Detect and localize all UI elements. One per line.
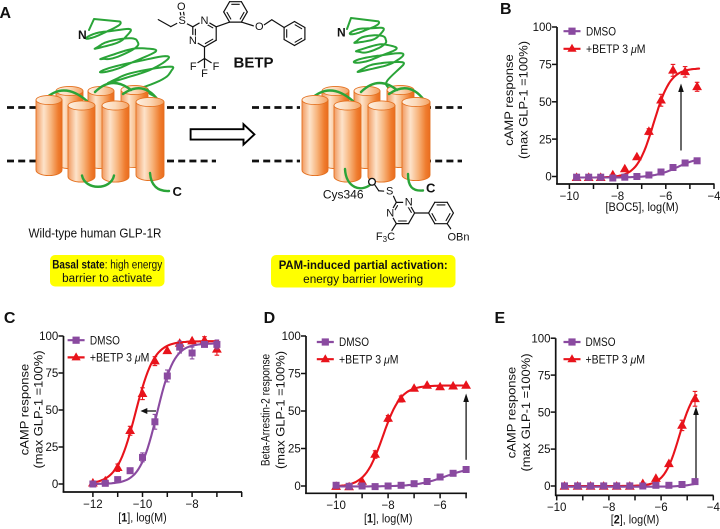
svg-text:O: O — [177, 1, 186, 13]
svg-text:N: N — [78, 28, 87, 42]
svg-text:Cys346: Cys346 — [323, 188, 364, 202]
svg-text:BETP: BETP — [234, 56, 274, 72]
svg-text:+BETP 3 μM: +BETP 3 μM — [586, 354, 646, 366]
svg-text:100: 100 — [531, 333, 550, 345]
svg-text:D: D — [264, 310, 276, 327]
svg-text:(max GLP-1 =100%): (max GLP-1 =100%) — [519, 354, 533, 472]
svg-text:75: 75 — [538, 370, 551, 382]
svg-text:PAM-induced partial activation: PAM-induced partial activation: — [279, 260, 448, 272]
svg-text:F3C: F3C — [376, 231, 395, 244]
svg-text:100: 100 — [533, 22, 552, 34]
svg-text:S: S — [179, 15, 186, 27]
svg-text:C: C — [173, 184, 183, 199]
svg-text:Beta-Arrestin-2 response: Beta-Arrestin-2 response — [259, 354, 273, 466]
svg-text:cAMP response: cAMP response — [505, 367, 519, 459]
svg-text:N: N — [386, 207, 394, 219]
svg-text:N: N — [189, 35, 197, 47]
svg-text:−6: −6 — [655, 502, 668, 514]
svg-text:−10: −10 — [560, 191, 580, 203]
svg-text:0: 0 — [294, 481, 300, 493]
svg-text:[2], log(M): [2], log(M) — [611, 513, 660, 527]
svg-text:F: F — [213, 61, 220, 73]
svg-text:E: E — [495, 310, 506, 327]
svg-text:−10: −10 — [547, 502, 567, 514]
svg-text:Basal state: high energy: Basal state: high energy — [52, 259, 162, 271]
svg-text:100: 100 — [282, 331, 301, 343]
svg-text:0: 0 — [52, 479, 58, 491]
svg-text:+BETP 3 μM: +BETP 3 μM — [339, 354, 399, 366]
svg-text:25: 25 — [538, 444, 551, 456]
svg-text:75: 75 — [46, 368, 59, 380]
svg-text:DMSO: DMSO — [586, 26, 616, 38]
svg-text:DMSO: DMSO — [586, 337, 616, 349]
svg-text:B: B — [500, 1, 512, 18]
svg-text:25: 25 — [288, 444, 301, 456]
svg-text:barrier to activate: barrier to activate — [62, 273, 152, 285]
svg-text:C: C — [426, 181, 436, 196]
svg-text:−10: −10 — [133, 499, 153, 511]
svg-text:A: A — [0, 5, 12, 22]
svg-text:C: C — [4, 310, 16, 327]
svg-text:O: O — [255, 21, 264, 33]
svg-text:[1], log(M): [1], log(M) — [118, 511, 167, 525]
svg-text:DMSO: DMSO — [339, 337, 369, 349]
svg-text:N: N — [337, 26, 346, 40]
svg-text:+BETP 3 μM: +BETP 3 μM — [90, 353, 149, 365]
svg-text:DMSO: DMSO — [90, 335, 120, 347]
svg-text:50: 50 — [539, 97, 552, 109]
svg-text:F: F — [190, 61, 197, 73]
svg-text:−8: −8 — [611, 191, 624, 203]
svg-text:cAMP response: cAMP response — [502, 54, 516, 146]
svg-text:(max GLP-1 =100%): (max GLP-1 =100%) — [273, 351, 287, 469]
svg-text:−8: −8 — [382, 500, 395, 512]
svg-text:50: 50 — [46, 405, 59, 417]
svg-text:[BOC5], log(M): [BOC5], log(M) — [606, 200, 679, 214]
svg-text:Wild-type human GLP-1R: Wild-type human GLP-1R — [29, 225, 162, 240]
svg-text:−4: −4 — [707, 502, 720, 514]
svg-text:−12: −12 — [83, 499, 103, 511]
svg-text:(max GLP-1 =100%): (max GLP-1 =100%) — [31, 351, 45, 469]
svg-text:−10: −10 — [326, 500, 346, 512]
svg-text:0: 0 — [545, 172, 551, 184]
svg-text:(max GLP-1 =100%): (max GLP-1 =100%) — [517, 41, 531, 159]
svg-text:−4: −4 — [707, 191, 720, 203]
svg-text:25: 25 — [46, 442, 59, 454]
svg-text:100: 100 — [39, 331, 58, 343]
svg-text:75: 75 — [539, 60, 552, 72]
svg-text:S: S — [386, 186, 393, 198]
svg-text:N: N — [201, 15, 209, 27]
svg-text:−8: −8 — [186, 499, 199, 511]
svg-text:25: 25 — [539, 134, 552, 146]
svg-text:energy barrier lowering: energy barrier lowering — [303, 274, 423, 286]
svg-text:F: F — [201, 68, 208, 80]
svg-text:−6: −6 — [659, 191, 672, 203]
svg-text:−8: −8 — [602, 502, 615, 514]
svg-text:OBn: OBn — [447, 232, 469, 244]
svg-text:50: 50 — [288, 406, 301, 418]
svg-text:−6: −6 — [434, 500, 447, 512]
svg-text:50: 50 — [538, 407, 551, 419]
svg-text:+BETP 3 μM: +BETP 3 μM — [586, 44, 646, 56]
svg-text:N: N — [405, 196, 413, 208]
svg-text:75: 75 — [288, 369, 301, 381]
svg-text:[1], log(M): [1], log(M) — [364, 511, 413, 525]
svg-text:cAMP response: cAMP response — [17, 364, 31, 456]
svg-text:0: 0 — [544, 481, 550, 493]
